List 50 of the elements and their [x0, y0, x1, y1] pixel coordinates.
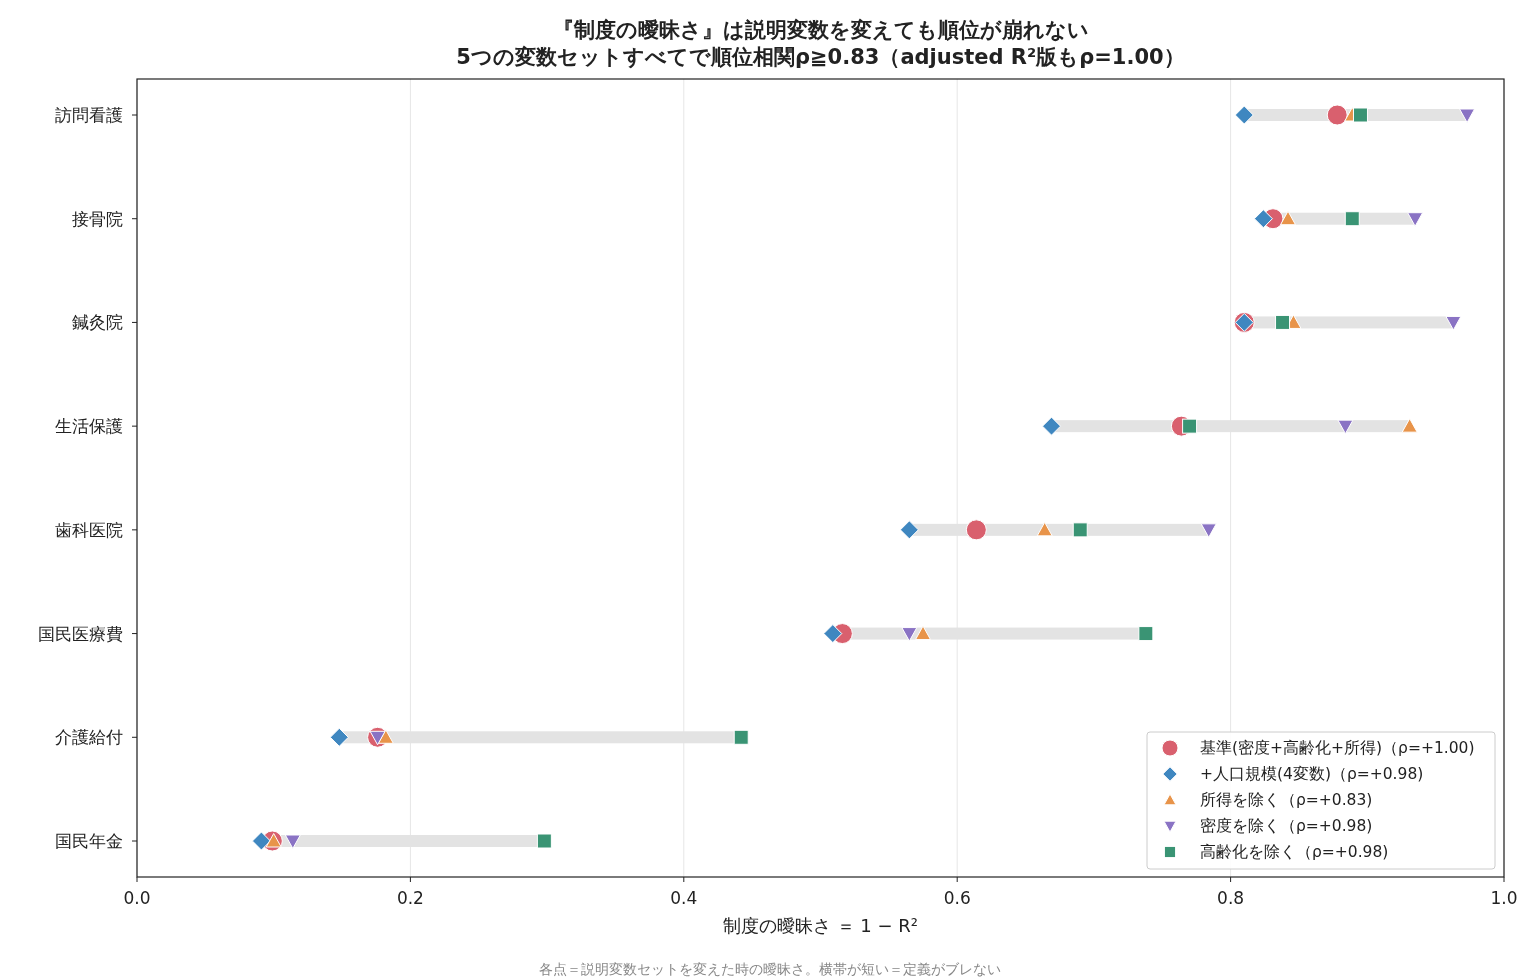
point	[1352, 107, 1368, 123]
x-tick-label: 0.0	[123, 888, 151, 908]
point	[1042, 416, 1062, 436]
y-tick-label: 鍼灸院	[72, 312, 123, 333]
point	[1401, 418, 1418, 433]
x-tick-label: 0.8	[1217, 888, 1245, 908]
y-tick-label: 国民年金	[55, 831, 123, 851]
point	[1253, 209, 1273, 229]
point	[251, 831, 271, 851]
chart-title: 『制度の曖昧さ』は説明変数を変えても順位が崩れない 5つの変数セットすべてで順位相関ρ≧0.83（adjusted R²版もρ=1.00）	[456, 18, 1185, 69]
legend-label: 密度を除く（ρ=+0.98)	[1200, 817, 1373, 835]
x-axis-title: 制度の曖昧さ ＝ 1 − R²	[722, 915, 919, 936]
y-tick-label: 国民医療費	[38, 623, 123, 644]
point	[329, 727, 349, 747]
point	[733, 729, 749, 745]
point	[1326, 104, 1348, 126]
point	[1182, 418, 1198, 434]
point	[1036, 521, 1053, 537]
point	[1280, 210, 1297, 226]
legend-label: 基準(密度+高齢化+所得)（ρ=+1.00)	[1200, 739, 1475, 757]
point	[284, 834, 301, 849]
point	[1072, 522, 1088, 538]
y-tick-label: 歯科医院	[55, 519, 123, 540]
x-tick-label: 0.2	[396, 888, 424, 908]
y-tick-label: 訪問看護	[55, 105, 123, 125]
point	[1459, 108, 1476, 123]
point	[1200, 523, 1217, 538]
point	[899, 520, 919, 540]
y-tick-label: 接骨院	[72, 208, 123, 229]
x-tick-label: 1.0	[1490, 888, 1518, 908]
point	[1234, 105, 1254, 125]
point	[1407, 212, 1424, 227]
point	[1138, 626, 1154, 642]
point	[1344, 211, 1360, 227]
x-tick-label: 0.6	[943, 888, 971, 908]
point	[536, 833, 552, 849]
point	[823, 624, 843, 644]
y-tick-label: 生活保護	[55, 416, 123, 437]
point	[915, 625, 932, 641]
point	[1337, 419, 1354, 435]
text: 各点＝説明変数セットを変えた時の曖昧さ。横帯が短い＝定義がブレない	[539, 961, 1001, 977]
legend-label: 高齢化を除く（ρ=+0.98)	[1200, 843, 1389, 861]
x-tick-label: 0.4	[670, 888, 698, 908]
y-tick-label: 介護給付	[55, 727, 123, 748]
legend-label: 所得を除く（ρ=+0.83)	[1200, 791, 1373, 809]
point	[965, 519, 987, 541]
point	[901, 627, 918, 642]
legend-label: +人口規模(4変数)（ρ=+0.98)	[1200, 765, 1424, 783]
point	[1445, 315, 1462, 331]
point	[1275, 314, 1291, 330]
